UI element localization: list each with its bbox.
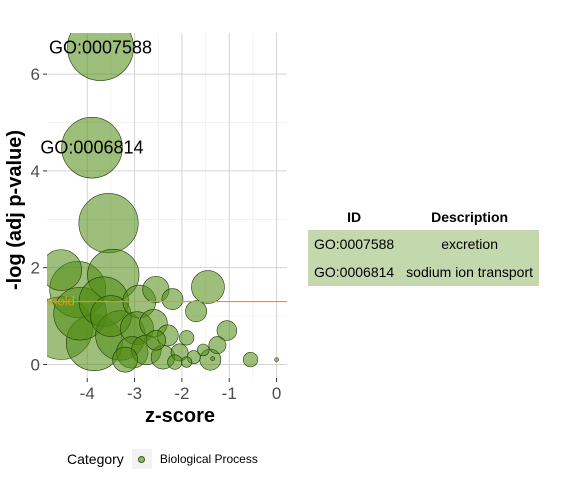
y-axis-title: -log (adj p-value) xyxy=(4,130,26,290)
bubble-chart: Threshold GO:0007588 GO:0006814 -4 -3 -2 -1 0… xyxy=(4,33,287,427)
data-point xyxy=(185,300,207,323)
table-header-description: Description xyxy=(400,204,540,230)
x-tick-label: -3 xyxy=(127,384,142,403)
data-point xyxy=(191,270,225,304)
table-header-row: ID Description xyxy=(308,204,540,230)
data-point xyxy=(196,343,210,357)
table-cell-id: GO:0006814 xyxy=(314,264,395,280)
y-tick-label: 0 xyxy=(31,355,40,374)
data-point xyxy=(47,249,82,291)
data-point xyxy=(167,354,183,370)
data-point xyxy=(78,193,139,254)
table-cell-description: sodium ion transport xyxy=(406,264,534,280)
legend: Category Biological Process xyxy=(67,449,258,469)
data-point xyxy=(112,346,138,373)
axes: -4 -3 -2 -1 0 0 2 4 6 xyxy=(31,65,282,403)
data-point xyxy=(210,356,215,361)
data-point xyxy=(274,357,279,362)
x-axis-title: z-score xyxy=(145,405,215,427)
data-point xyxy=(145,330,167,351)
data-point xyxy=(208,336,227,354)
y-tick-label: 6 xyxy=(31,65,40,84)
point-annotation: GO:0007588 xyxy=(49,38,152,58)
annotations-layer: GO:0007588 GO:0006814 xyxy=(40,38,152,158)
legend-key xyxy=(131,449,152,469)
data-point xyxy=(216,320,238,341)
x-tick-label: -4 xyxy=(80,384,95,403)
data-point xyxy=(67,33,134,81)
table-header-id: ID xyxy=(308,204,401,230)
legend-dot-icon xyxy=(138,455,146,463)
legend-title: Category xyxy=(67,451,124,467)
data-point xyxy=(179,330,195,346)
data-point xyxy=(242,352,259,368)
y-tick-label: 4 xyxy=(31,162,40,181)
threshold-label: Threshold xyxy=(17,294,75,309)
data-point xyxy=(61,117,123,179)
go-table: ID Description GO:0007588 excretion GO:0… xyxy=(308,204,540,286)
x-tick-label: 0 xyxy=(272,384,281,403)
x-tick-label: -1 xyxy=(222,384,237,403)
data-point xyxy=(161,288,184,310)
points-layer xyxy=(47,33,279,373)
table-row: GO:0007588 excretion xyxy=(308,230,540,258)
table-cell-id: GO:0007588 xyxy=(314,236,395,252)
data-point xyxy=(181,356,193,368)
y-tick-label: 2 xyxy=(31,259,40,278)
point-annotation: GO:0006814 xyxy=(40,138,143,158)
legend-label: Biological Process xyxy=(159,452,258,466)
threshold-layer: Threshold xyxy=(17,294,287,309)
x-tick-label: -2 xyxy=(174,384,189,403)
table-cell-description: excretion xyxy=(441,236,498,252)
table-row: GO:0006814 sodium ion transport xyxy=(308,258,540,286)
